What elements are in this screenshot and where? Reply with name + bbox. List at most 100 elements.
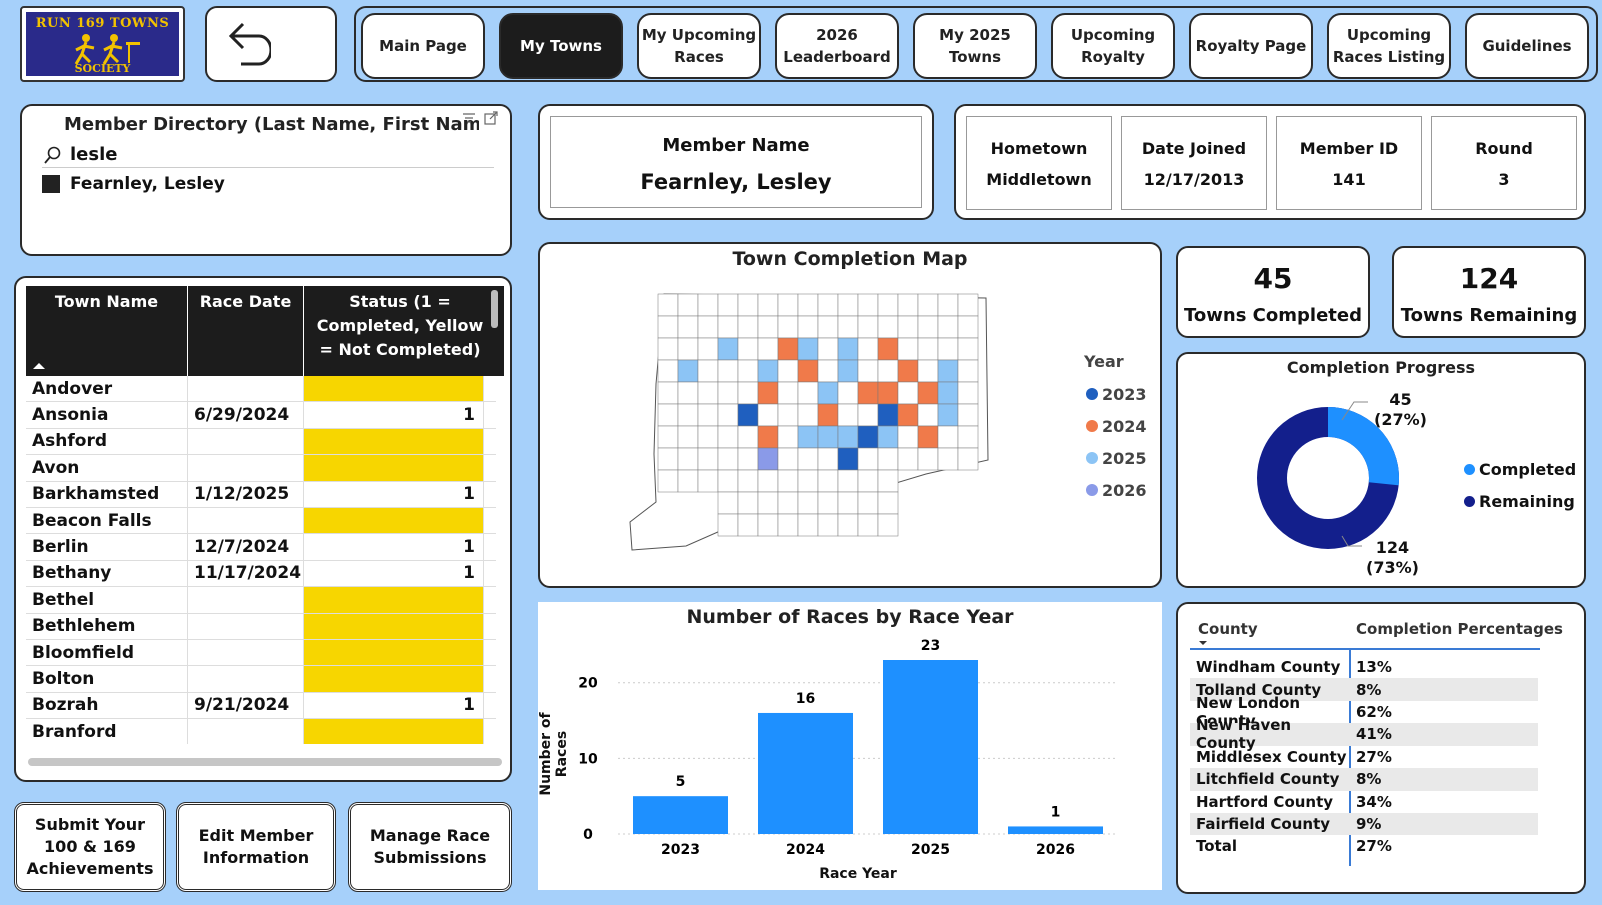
town-shape[interactable] (837, 491, 859, 515)
nav-guidelines[interactable]: Guidelines (1465, 13, 1589, 79)
town-shape[interactable] (817, 447, 839, 471)
town-shape[interactable] (857, 447, 879, 471)
town-shape[interactable] (657, 469, 679, 493)
town-shape[interactable] (737, 293, 759, 317)
town-shape[interactable] (717, 315, 739, 339)
town-shape[interactable] (777, 513, 799, 537)
donut-slice-completed[interactable] (1257, 407, 1399, 549)
town-shape[interactable] (757, 315, 779, 339)
town-shape[interactable] (657, 293, 679, 317)
town-shape[interactable] (917, 403, 939, 427)
town-shape[interactable] (677, 337, 699, 361)
town-shape[interactable] (937, 293, 959, 317)
town-shape[interactable] (797, 491, 819, 515)
town-shape[interactable] (857, 359, 879, 383)
town-shape[interactable] (877, 403, 899, 427)
town-shape[interactable] (877, 447, 899, 471)
table-row[interactable]: Bloomfield (26, 639, 496, 667)
town-shape[interactable] (817, 359, 839, 383)
town-shape[interactable] (657, 315, 679, 339)
town-shape[interactable] (957, 315, 979, 339)
town-shape[interactable] (957, 403, 979, 427)
back-button[interactable] (205, 6, 337, 82)
town-shape[interactable] (697, 381, 719, 405)
horizontal-scrollbar[interactable] (28, 758, 502, 766)
town-shape[interactable] (917, 359, 939, 383)
town-shape[interactable] (657, 359, 679, 383)
town-shape[interactable] (757, 337, 779, 361)
table-row[interactable]: Barkhamsted 1/12/2025 1 (26, 481, 496, 508)
town-shape[interactable] (677, 315, 699, 339)
town-shape[interactable] (677, 425, 699, 449)
town-shape[interactable] (717, 381, 739, 405)
town-shape[interactable] (877, 469, 899, 493)
town-shape[interactable] (797, 381, 819, 405)
town-shape[interactable] (657, 337, 679, 361)
town-shape[interactable] (757, 447, 779, 471)
town-shape[interactable] (817, 513, 839, 537)
town-shape[interactable] (797, 293, 819, 317)
legend-item-2024[interactable]: 2024 (1086, 410, 1147, 442)
town-shape[interactable] (857, 469, 879, 493)
town-shape[interactable] (717, 293, 739, 317)
town-shape[interactable] (777, 337, 799, 361)
town-shape[interactable] (737, 381, 759, 405)
town-shape[interactable] (957, 293, 979, 317)
nav-royalty-page[interactable]: Royalty Page (1189, 13, 1313, 79)
connecticut-towns-map[interactable] (626, 284, 1006, 560)
nav-my-towns[interactable]: My Towns (499, 13, 623, 79)
town-shape[interactable] (877, 491, 899, 515)
town-shape[interactable] (657, 447, 679, 471)
town-shape[interactable] (697, 359, 719, 383)
town-shape[interactable] (877, 359, 899, 383)
town-shape[interactable] (837, 293, 859, 317)
town-shape[interactable] (717, 359, 739, 383)
town-shape[interactable] (677, 293, 699, 317)
town-shape[interactable] (757, 425, 779, 449)
town-shape[interactable] (777, 447, 799, 471)
sort-ascending-icon[interactable] (32, 362, 46, 370)
town-shape[interactable] (757, 359, 779, 383)
town-shape[interactable] (757, 469, 779, 493)
town-shape[interactable] (777, 381, 799, 405)
town-shape[interactable] (737, 359, 759, 383)
col-town-name[interactable]: Town Name (26, 286, 188, 376)
town-shape[interactable] (797, 315, 819, 339)
town-shape[interactable] (957, 337, 979, 361)
legend-item-2025[interactable]: 2025 (1086, 442, 1147, 474)
directory-search-input[interactable]: lesle (42, 142, 494, 168)
town-shape[interactable] (737, 403, 759, 427)
nav-my-upcoming-races[interactable]: My Upcoming Races (637, 13, 761, 79)
town-shape[interactable] (777, 469, 799, 493)
table-row[interactable]: Bethany 11/17/2024 1 (26, 560, 496, 588)
focus-mode-icon[interactable] (484, 111, 498, 125)
town-shape[interactable] (857, 381, 879, 405)
town-shape[interactable] (797, 447, 819, 471)
table-row[interactable]: Bolton (26, 666, 496, 693)
table-row[interactable]: Avon (26, 455, 496, 482)
town-shape[interactable] (897, 315, 919, 339)
county-row[interactable]: Windham County 13% (1190, 656, 1538, 679)
town-shape[interactable] (677, 469, 699, 493)
town-shape[interactable] (857, 425, 879, 449)
town-shape[interactable] (917, 425, 939, 449)
town-shape[interactable] (897, 337, 919, 361)
town-shape[interactable] (797, 513, 819, 537)
town-shape[interactable] (877, 381, 899, 405)
town-shape[interactable] (697, 315, 719, 339)
town-shape[interactable] (937, 425, 959, 449)
town-shape[interactable] (957, 425, 979, 449)
town-shape[interactable] (717, 469, 739, 493)
town-shape[interactable] (857, 293, 879, 317)
legend-remaining[interactable]: Remaining (1464, 492, 1575, 511)
town-shape[interactable] (937, 359, 959, 383)
table-row[interactable]: Beacon Falls (26, 507, 496, 535)
town-shape[interactable] (897, 381, 919, 405)
county-row[interactable]: Hartford County 34% (1190, 790, 1538, 813)
table-row[interactable]: Ansonia 6/29/2024 1 (26, 402, 496, 429)
county-row[interactable]: Fairfield County 9% (1190, 812, 1538, 836)
town-shape[interactable] (817, 337, 839, 361)
col-race-date[interactable]: Race Date (188, 286, 304, 376)
town-shape[interactable] (897, 293, 919, 317)
town-shape[interactable] (697, 403, 719, 427)
